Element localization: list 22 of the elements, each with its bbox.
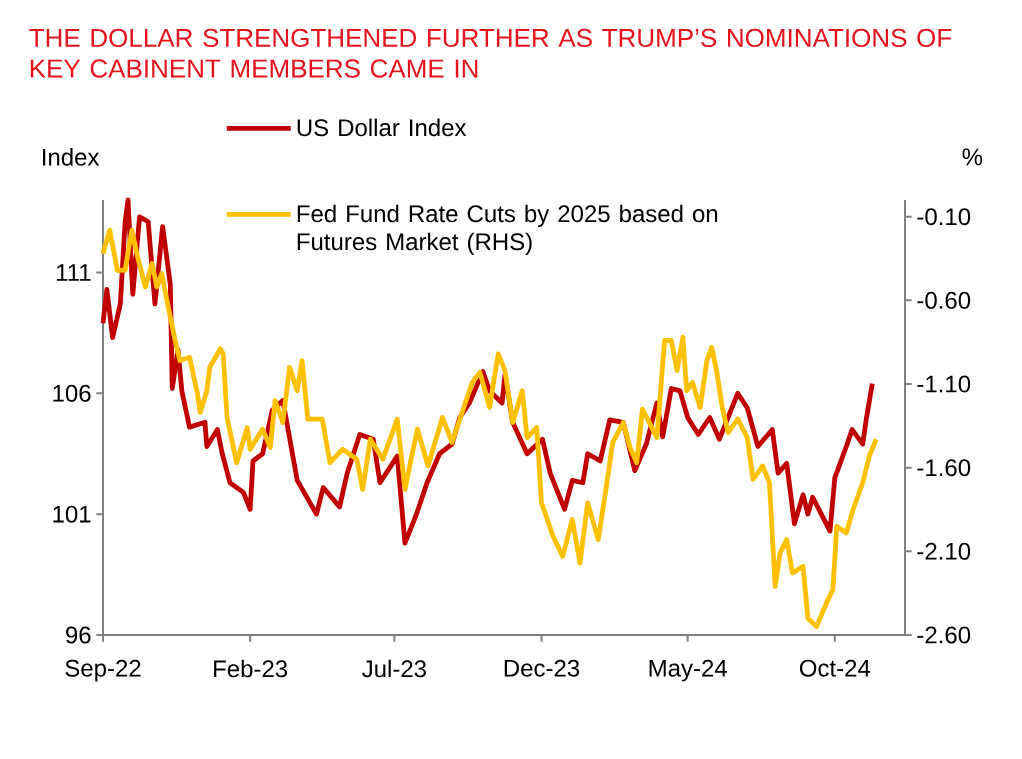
x-tick-label: May-24	[649, 659, 727, 682]
y2-tick-label: -1.10	[917, 375, 971, 393]
y2-tick-label: -1.60	[917, 459, 971, 477]
y-tick-label: 96	[66, 626, 91, 644]
x-tick-label: Oct-24	[799, 659, 871, 677]
x-tick-label: Jul-23	[362, 659, 426, 678]
x-tick-label: Sep-22	[65, 659, 141, 682]
legend-label: US Dollar Index	[297, 118, 467, 137]
chart-title: THE DOLLAR STRENGTHENED FURTHER AS TRUMP’S NOMINATIONS OF KEY CABINENT MEMBERS CAME IN	[29, 28, 952, 78]
legend-label: Fed Fund Rate Cuts by 2025 based on Futures Market (RHS)	[297, 204, 718, 256]
y2-tick-label: -2.10	[917, 542, 971, 560]
x-tick-label: Feb-23	[214, 659, 288, 678]
y-tick-label: 111	[56, 264, 91, 281]
y-tick-label: 101	[53, 505, 91, 523]
line-series	[100, 227, 879, 630]
y2-tick-label: -0.60	[917, 291, 971, 309]
x-tick-label: Dec-23	[504, 659, 580, 677]
y-tick-label: 106	[53, 384, 91, 402]
y2-tick-label: -2.60	[917, 626, 971, 644]
y-axis-title: Index	[42, 148, 100, 166]
y2-tick-label: -0.10	[917, 208, 971, 226]
y2-axis-title: %	[962, 148, 983, 166]
